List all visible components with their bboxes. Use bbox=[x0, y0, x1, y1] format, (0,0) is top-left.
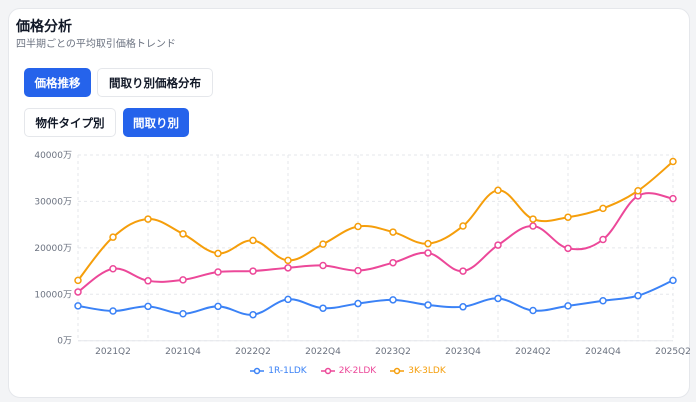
data-point bbox=[354, 299, 362, 308]
data-point bbox=[109, 264, 117, 273]
data-point bbox=[144, 277, 152, 285]
data-point bbox=[284, 295, 292, 304]
legend-item[interactable]: 2K-2LDK bbox=[320, 366, 377, 376]
data-point bbox=[669, 157, 677, 166]
data-point bbox=[494, 294, 502, 303]
data-point bbox=[529, 215, 537, 223]
data-point bbox=[109, 307, 117, 315]
data-point bbox=[319, 261, 327, 270]
y-tick-label: 30000万 bbox=[34, 197, 72, 207]
data-point bbox=[144, 215, 152, 223]
data-point bbox=[529, 306, 537, 315]
series-line bbox=[77, 279, 674, 316]
data-point bbox=[389, 258, 397, 267]
data-point bbox=[599, 235, 607, 244]
tab-price-trend[interactable]: 価格推移 bbox=[24, 68, 91, 97]
data-point bbox=[249, 236, 257, 245]
page-subtitle: 四半期ごとの平均取引価格トレンド bbox=[16, 39, 176, 50]
y-tick-label: 10000万 bbox=[34, 290, 72, 300]
data-point bbox=[319, 304, 327, 312]
data-point bbox=[669, 194, 677, 203]
legend-label: 1R-1LDK bbox=[268, 366, 307, 376]
x-tick-label: 2024Q4 bbox=[585, 347, 621, 357]
data-point bbox=[179, 230, 187, 238]
data-point bbox=[564, 244, 572, 253]
data-point bbox=[564, 213, 572, 221]
data-point bbox=[459, 222, 467, 230]
legend-item[interactable]: 3K-3LDK bbox=[390, 366, 446, 376]
data-point bbox=[284, 256, 292, 265]
data-point bbox=[284, 264, 292, 272]
x-tick-label: 2025Q2 bbox=[655, 347, 691, 357]
data-point bbox=[424, 301, 432, 309]
data-point bbox=[249, 267, 257, 275]
data-point bbox=[319, 240, 327, 248]
data-point bbox=[424, 249, 432, 257]
x-tick-label: 2021Q2 bbox=[95, 347, 131, 357]
data-point bbox=[74, 302, 82, 310]
x-tick-label: 2022Q2 bbox=[235, 347, 271, 357]
data-point bbox=[424, 239, 432, 248]
data-point bbox=[529, 222, 537, 230]
data-point bbox=[214, 249, 222, 258]
data-point bbox=[74, 288, 82, 296]
series-line bbox=[77, 192, 674, 293]
subtab-layout[interactable]: 間取り別 bbox=[123, 108, 189, 137]
legend-label: 3K-3LDK bbox=[408, 366, 446, 376]
x-tick-label: 2022Q4 bbox=[305, 347, 341, 357]
data-point bbox=[564, 302, 572, 310]
y-tick-label: 20000万 bbox=[34, 244, 72, 254]
data-point bbox=[459, 267, 467, 275]
data-point bbox=[179, 310, 187, 318]
series-line bbox=[77, 160, 674, 281]
chart-legend: 1R-1LDK 2K-2LDK 3K-3LDK bbox=[0, 366, 696, 376]
data-point bbox=[634, 291, 642, 300]
data-point bbox=[494, 186, 502, 195]
data-point bbox=[494, 241, 502, 249]
data-point bbox=[634, 186, 642, 195]
y-tick-label: 40000万 bbox=[34, 151, 72, 161]
x-tick-label: 2023Q2 bbox=[375, 347, 411, 357]
data-point bbox=[109, 233, 117, 241]
data-point bbox=[179, 276, 187, 284]
data-point bbox=[389, 296, 397, 304]
legend-label: 2K-2LDK bbox=[338, 366, 377, 376]
x-tick-label: 2023Q4 bbox=[445, 347, 481, 357]
data-point bbox=[459, 303, 467, 311]
data-point bbox=[669, 276, 677, 285]
data-point bbox=[599, 297, 607, 305]
x-tick-label: 2021Q4 bbox=[165, 347, 201, 357]
y-tick-label: 0万 bbox=[57, 337, 72, 347]
tab-layout-price-distribution[interactable]: 間取り別価格分布 bbox=[97, 68, 213, 97]
data-point bbox=[214, 268, 222, 276]
subtab-property-type[interactable]: 物件タイプ別 bbox=[24, 108, 116, 137]
data-point bbox=[389, 228, 397, 236]
data-point bbox=[354, 266, 362, 275]
page-title: 価格分析 bbox=[16, 19, 72, 35]
data-point bbox=[354, 222, 362, 231]
legend-item[interactable]: 1R-1LDK bbox=[250, 366, 307, 376]
data-point bbox=[599, 204, 607, 213]
data-point bbox=[214, 302, 222, 311]
data-point bbox=[249, 310, 257, 319]
x-tick-label: 2024Q2 bbox=[515, 347, 551, 357]
data-point bbox=[74, 276, 82, 285]
data-point bbox=[144, 302, 152, 311]
